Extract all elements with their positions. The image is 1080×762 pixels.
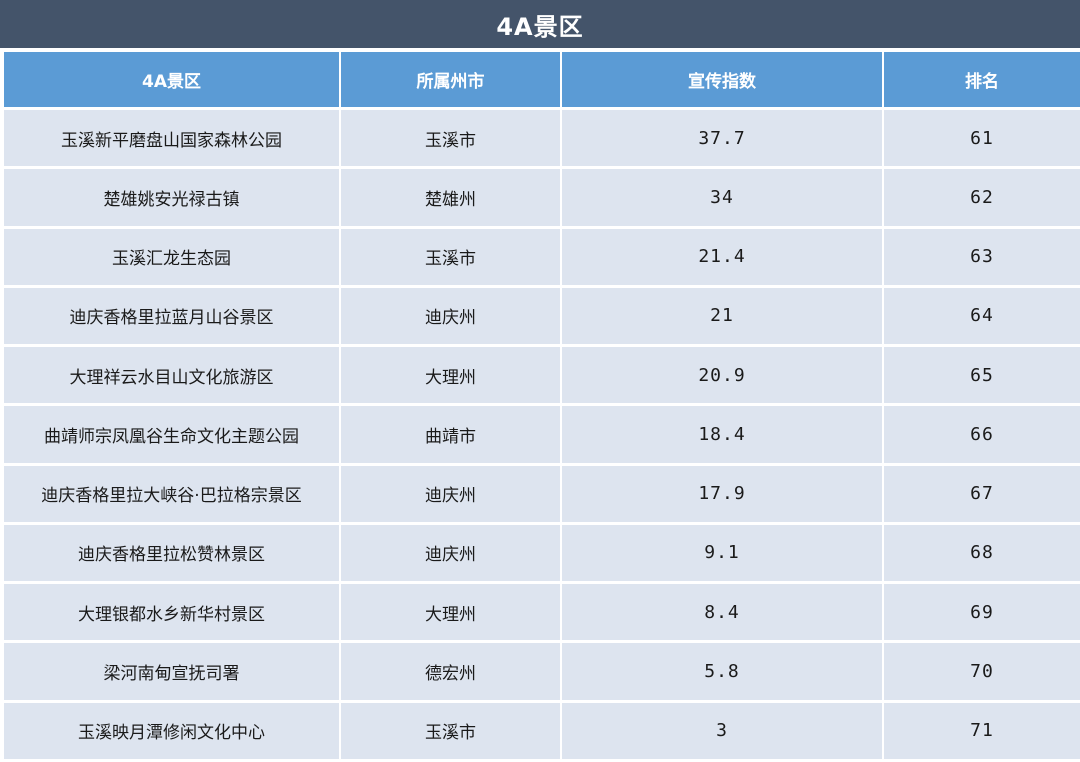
- table-row: 迪庆香格里拉大峡谷·巴拉格宗景区 迪庆州 17.9 67: [4, 465, 1080, 522]
- cell-scenic: 玉溪映月潭修闲文化中心: [4, 702, 339, 759]
- table-row: 梁河南甸宣抚司署 德宏州 5.8 70: [4, 643, 1080, 700]
- table-row: 玉溪映月潭修闲文化中心 玉溪市 3 71: [4, 702, 1080, 759]
- cell-scenic: 大理祥云水目山文化旅游区: [4, 347, 339, 404]
- cell-scenic: 玉溪新平磨盘山国家森林公园: [4, 110, 339, 167]
- header-row: 4A景区 所属州市 宣传指数 排名: [4, 52, 1080, 107]
- cell-index: 20.9: [562, 347, 882, 404]
- cell-rank: 66: [884, 406, 1080, 463]
- cell-scenic: 迪庆香格里拉蓝月山谷景区: [4, 287, 339, 345]
- table-row: 曲靖师宗凤凰谷生命文化主题公园 曲靖市 18.4 66: [4, 406, 1080, 463]
- table-header: 4A景区 所属州市 宣传指数 排名: [4, 52, 1080, 107]
- cell-rank: 68: [884, 524, 1080, 582]
- cell-city: 曲靖市: [341, 406, 560, 463]
- table-row: 大理祥云水目山文化旅游区 大理州 20.9 65: [4, 347, 1080, 404]
- cell-index: 5.8: [562, 643, 882, 700]
- cell-scenic: 梁河南甸宣抚司署: [4, 643, 339, 700]
- cell-city: 玉溪市: [341, 110, 560, 167]
- cell-scenic: 迪庆香格里拉松赞林景区: [4, 524, 339, 582]
- cell-index: 34: [562, 169, 882, 226]
- table-row: 楚雄姚安光禄古镇 楚雄州 34 62: [4, 169, 1080, 226]
- cell-city: 楚雄州: [341, 169, 560, 226]
- table-row: 玉溪汇龙生态园 玉溪市 21.4 63: [4, 228, 1080, 285]
- cell-city: 玉溪市: [341, 702, 560, 759]
- cell-city: 迪庆州: [341, 465, 560, 522]
- cell-city: 德宏州: [341, 643, 560, 700]
- header-rank: 排名: [884, 52, 1080, 107]
- cell-city: 玉溪市: [341, 228, 560, 285]
- header-city: 所属州市: [341, 52, 560, 107]
- table-body: 玉溪新平磨盘山国家森林公园 玉溪市 37.7 61 楚雄姚安光禄古镇 楚雄州 3…: [4, 110, 1080, 759]
- table-title: 4A景区: [0, 0, 1080, 48]
- cell-index: 18.4: [562, 406, 882, 463]
- cell-scenic: 曲靖师宗凤凰谷生命文化主题公园: [4, 406, 339, 463]
- cell-index: 21.4: [562, 228, 882, 285]
- cell-rank: 61: [884, 110, 1080, 167]
- cell-scenic: 楚雄姚安光禄古镇: [4, 169, 339, 226]
- cell-index: 37.7: [562, 110, 882, 167]
- cell-scenic: 大理银都水乡新华村景区: [4, 584, 339, 641]
- table-row: 迪庆香格里拉蓝月山谷景区 迪庆州 21 64: [4, 287, 1080, 345]
- cell-rank: 62: [884, 169, 1080, 226]
- cell-city: 大理州: [341, 584, 560, 641]
- header-index: 宣传指数: [562, 52, 882, 107]
- cell-index: 3: [562, 702, 882, 759]
- cell-city: 迪庆州: [341, 287, 560, 345]
- cell-index: 17.9: [562, 465, 882, 522]
- cell-scenic: 迪庆香格里拉大峡谷·巴拉格宗景区: [4, 465, 339, 522]
- cell-index: 9.1: [562, 524, 882, 582]
- cell-rank: 65: [884, 347, 1080, 404]
- cell-city: 大理州: [341, 347, 560, 404]
- cell-rank: 69: [884, 584, 1080, 641]
- cell-rank: 64: [884, 287, 1080, 345]
- cell-rank: 63: [884, 228, 1080, 285]
- cell-city: 迪庆州: [341, 524, 560, 582]
- cell-rank: 67: [884, 465, 1080, 522]
- cell-index: 8.4: [562, 584, 882, 641]
- table-row: 玉溪新平磨盘山国家森林公园 玉溪市 37.7 61: [4, 110, 1080, 167]
- table-row: 迪庆香格里拉松赞林景区 迪庆州 9.1 68: [4, 524, 1080, 582]
- table-row: 大理银都水乡新华村景区 大理州 8.4 69: [4, 584, 1080, 641]
- cell-rank: 70: [884, 643, 1080, 700]
- header-scenic: 4A景区: [4, 52, 339, 107]
- cell-index: 21: [562, 287, 882, 345]
- cell-rank: 71: [884, 702, 1080, 759]
- cell-scenic: 玉溪汇龙生态园: [4, 228, 339, 285]
- scenic-ranking-table: 4A景区 所属州市 宣传指数 排名 玉溪新平磨盘山国家森林公园 玉溪市 37.7…: [2, 49, 1080, 762]
